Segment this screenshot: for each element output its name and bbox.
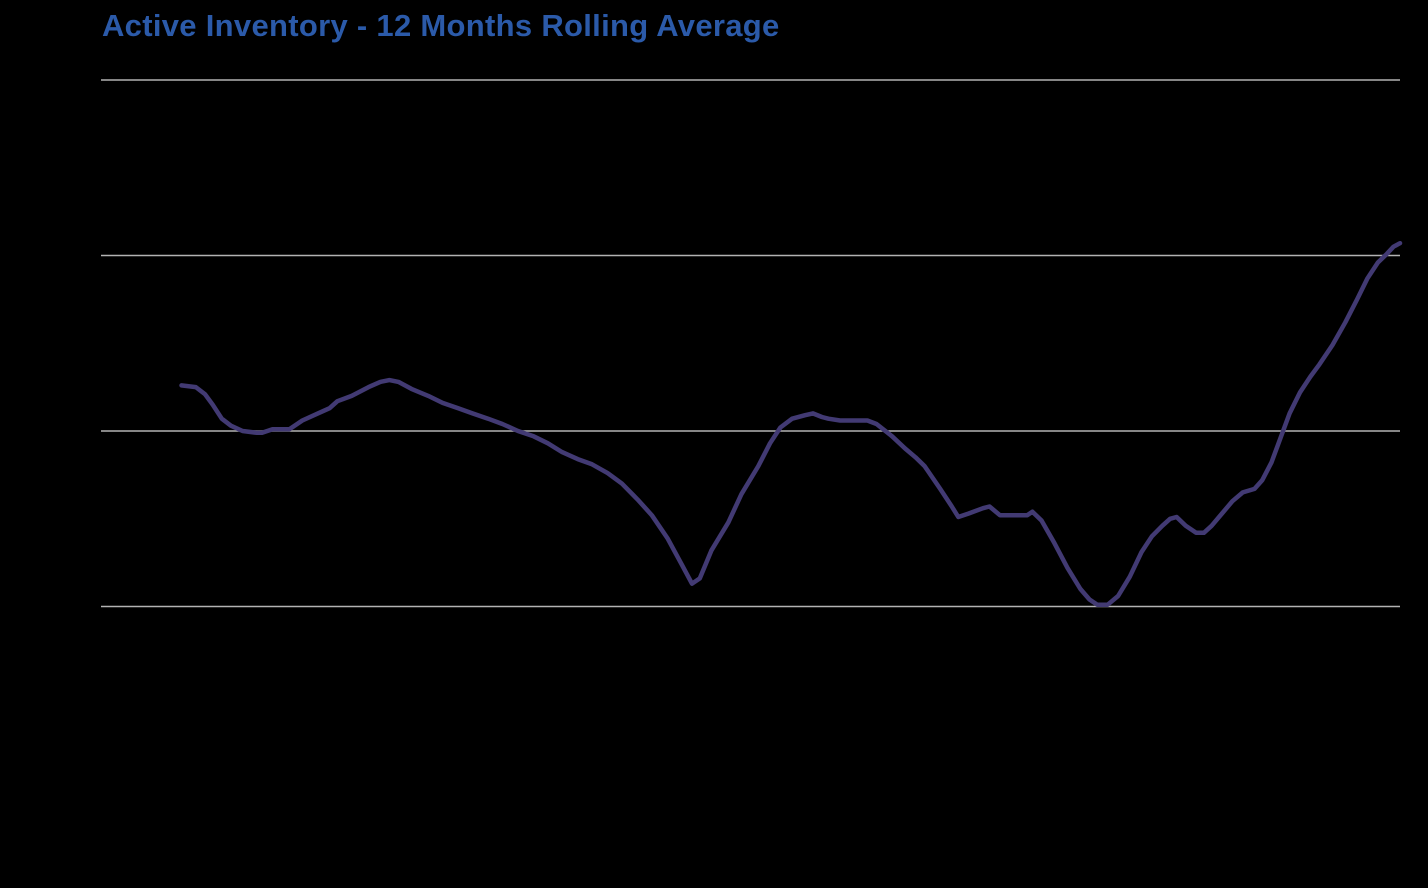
series-line <box>179 240 1403 607</box>
chart-title: Active Inventory - 12 Months Rolling Ave… <box>102 8 780 43</box>
gridline-group <box>101 79 1400 608</box>
